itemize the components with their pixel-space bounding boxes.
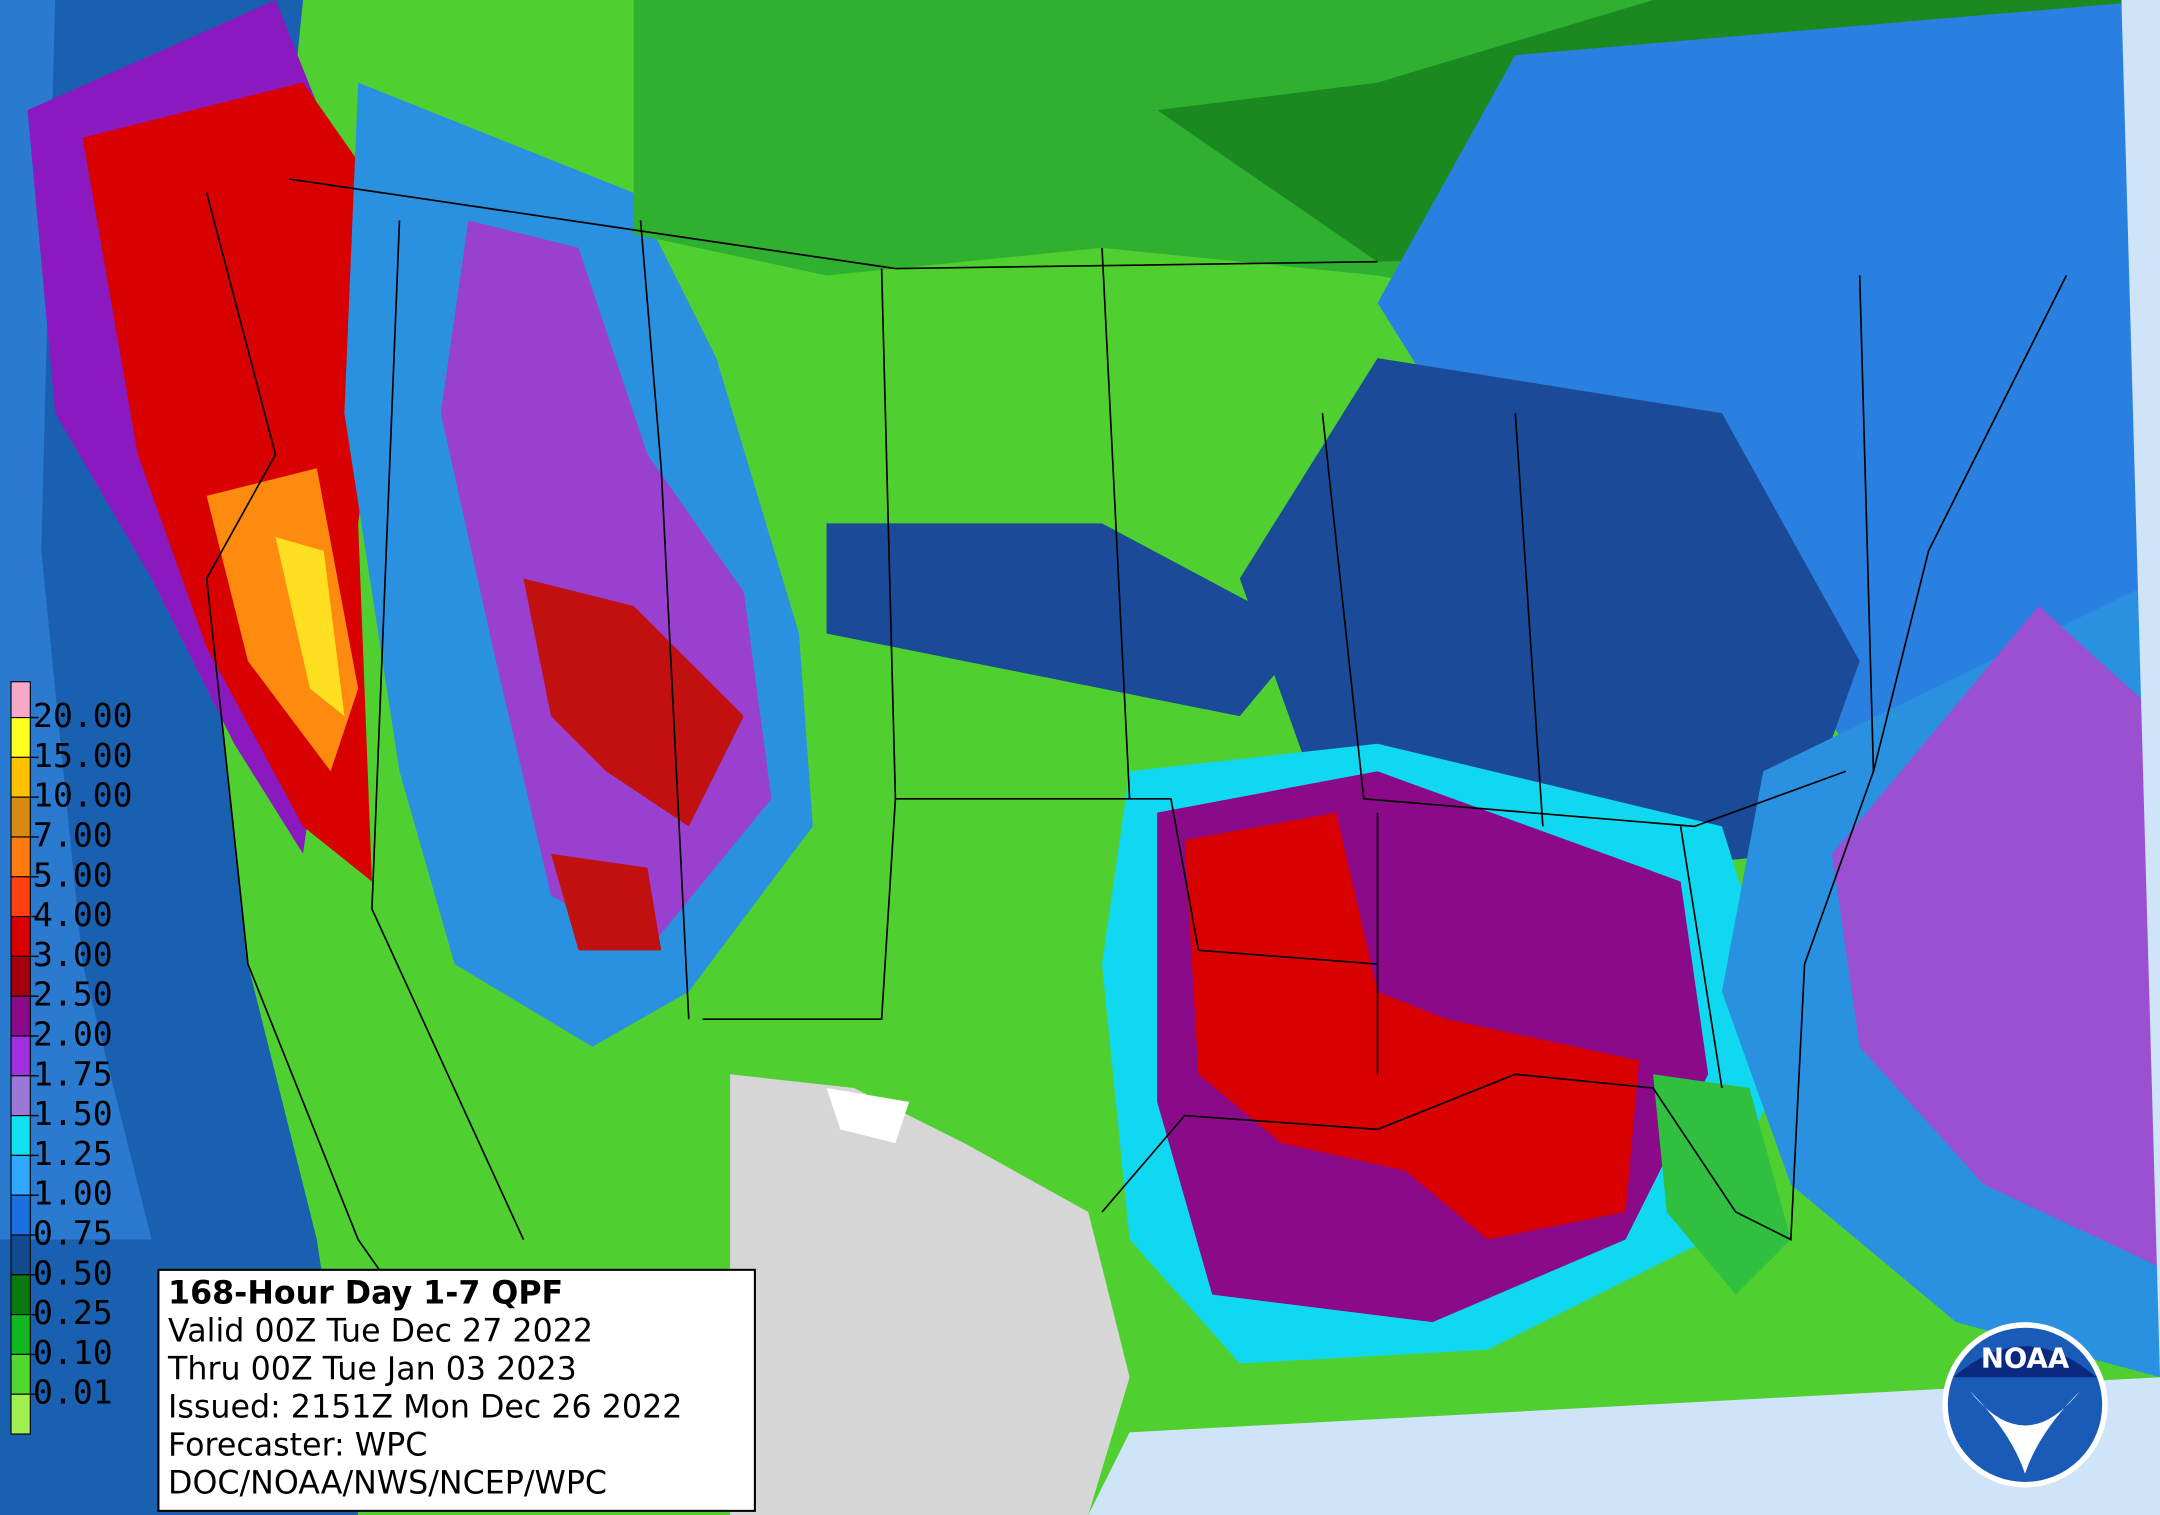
pacific-blue	[0, 0, 152, 1240]
legend-swatch	[10, 796, 31, 838]
logo-bird	[1969, 1391, 2081, 1474]
legend-label: 0.25	[33, 1293, 113, 1332]
legend-label: 2.00	[33, 1014, 113, 1053]
legend-label: 20.00	[33, 696, 132, 735]
coastline-east	[1101, 275, 2068, 1241]
legend-label: 2.50	[33, 975, 113, 1014]
outside-domain	[1088, 1377, 2160, 1515]
legend-label: 0.01	[33, 1373, 113, 1412]
mexico-gray	[730, 1074, 1130, 1515]
legend-label: 0.10	[33, 1333, 113, 1372]
legend-swatch	[10, 681, 31, 719]
legend-swatch	[10, 995, 31, 1037]
legend-swatch	[10, 1154, 31, 1196]
legend-label: 4.00	[33, 895, 113, 934]
plains-blue	[826, 523, 1309, 717]
legend-swatch	[10, 717, 31, 758]
legend-label: 7.00	[33, 815, 113, 854]
coast-yellow	[275, 537, 345, 717]
legend-swatch	[10, 1194, 31, 1236]
legend-label: 15.00	[33, 736, 132, 775]
info-line: Forecaster: WPC	[168, 1428, 427, 1464]
legend-label: 1.50	[33, 1094, 113, 1133]
info-line: Issued: 2151Z Mon Dec 26 2022	[168, 1390, 682, 1426]
legend-label: 3.00	[33, 935, 113, 974]
legend-label: 1.25	[33, 1134, 113, 1173]
info-title: 168-Hour Day 1-7 QPF	[168, 1276, 563, 1312]
legend-swatch	[10, 836, 31, 878]
logo-text: NOAA	[1981, 1343, 2070, 1375]
noaa-logo: NOAA	[1942, 1322, 2108, 1488]
legend: 20.0015.0010.007.005.004.003.002.502.001…	[10, 681, 133, 1435]
legend-swatch	[10, 1035, 31, 1077]
legend-label: 10.00	[33, 776, 132, 815]
legend-swatch	[10, 1274, 31, 1316]
info-box-frame	[157, 1268, 756, 1512]
state-borders	[205, 178, 2068, 1378]
legend-swatch	[10, 1234, 31, 1276]
info-line: DOC/NOAA/NWS/NCEP/WPC	[168, 1466, 607, 1502]
rockies-red	[523, 578, 744, 827]
az-red	[551, 853, 662, 951]
florida-green	[1653, 1074, 1791, 1295]
legend-swatch	[10, 756, 31, 798]
info-line: Thru 00Z Tue Jan 03 2023	[167, 1352, 577, 1388]
no-data-white	[826, 1088, 910, 1144]
atlantic-purple	[1832, 606, 2160, 1268]
legend-label: 1.75	[33, 1054, 113, 1093]
legend-label: 1.00	[33, 1174, 113, 1213]
legend-swatch	[10, 1115, 31, 1156]
legend-swatch	[10, 1353, 31, 1395]
legend-swatch	[10, 1393, 31, 1435]
legend-swatch	[10, 1075, 31, 1117]
borders	[289, 178, 1875, 1240]
legend-swatch	[10, 876, 31, 918]
logo-top	[1953, 1346, 2097, 1378]
legend-label: 0.75	[33, 1214, 113, 1253]
legend-label: 5.00	[33, 855, 113, 894]
legend-swatch	[10, 1314, 31, 1355]
coastline-west	[205, 192, 456, 1378]
south-red	[1184, 812, 1640, 1240]
legend-swatch	[10, 916, 31, 957]
legend-swatch	[10, 955, 31, 997]
info-line: Valid 00Z Tue Dec 27 2022	[168, 1314, 593, 1350]
legend-label: 0.50	[33, 1253, 113, 1292]
